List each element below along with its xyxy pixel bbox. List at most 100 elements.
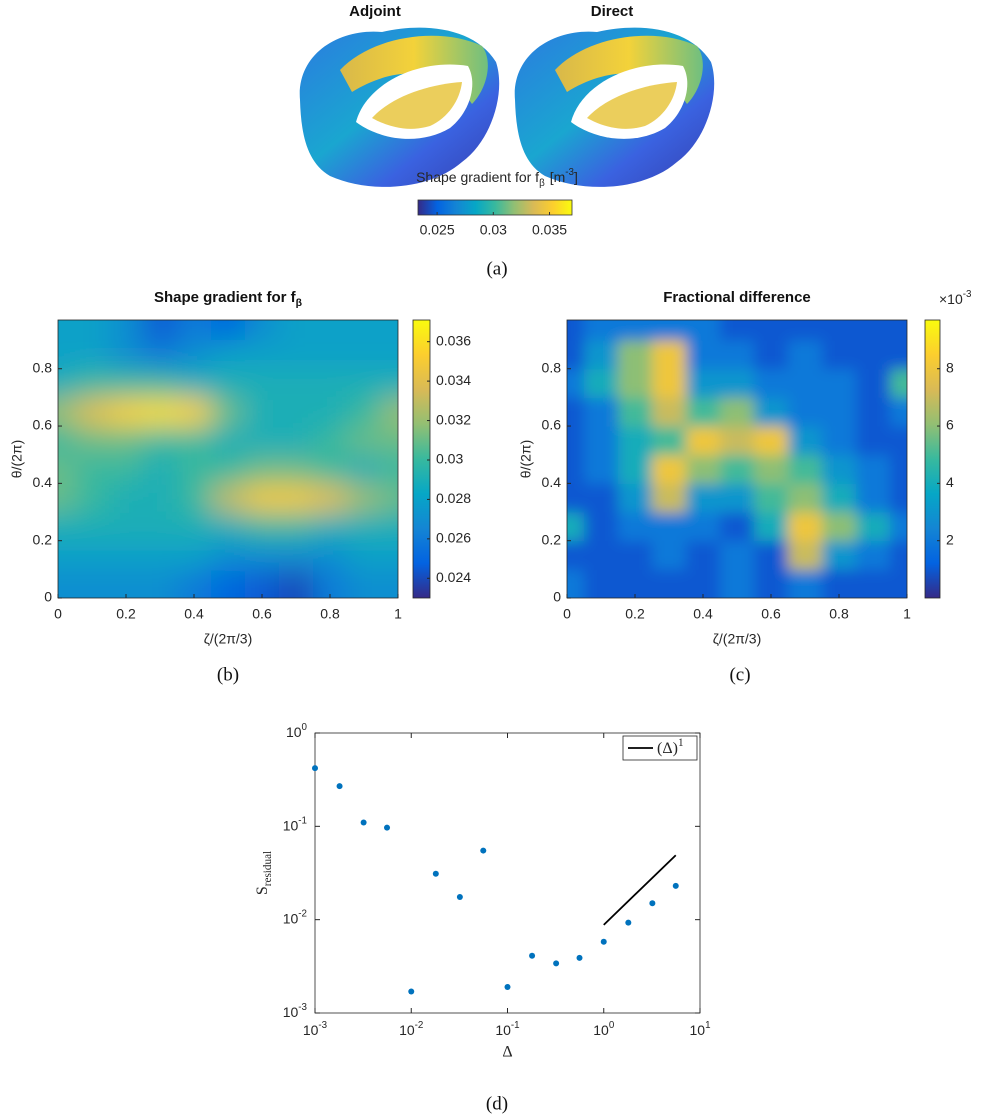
heatmap-cell [584, 397, 619, 427]
heatmap-cell [788, 454, 823, 484]
heatmap-cell [618, 397, 653, 427]
heatmap-cell [109, 569, 144, 598]
render-title: Direct [591, 3, 634, 20]
heatmap-cell [177, 569, 212, 598]
y-tick-label: 0.2 [33, 531, 53, 547]
data-point [600, 938, 607, 945]
heatmap-cell [109, 454, 144, 484]
heatmap-cell [109, 397, 144, 427]
text-part: Fractional difference [663, 289, 811, 306]
heatmap-cell [686, 340, 721, 370]
heatmap-cell [143, 454, 178, 484]
heatmap-cell [347, 426, 382, 456]
heatmap-cell [75, 540, 110, 570]
heatmap-cell [754, 569, 789, 598]
heatmap-cell [211, 397, 246, 427]
heatmap-cell [143, 397, 178, 427]
heatmap-cell [890, 397, 907, 427]
axes-box [314, 732, 701, 1014]
y-axis-label: θ/(2π) [9, 440, 25, 478]
heatmap-cell [856, 340, 891, 370]
colorbar-tick-label: 0.026 [436, 530, 471, 546]
heatmap-cells [58, 320, 398, 598]
colorbar-tick-label: 0.024 [436, 569, 471, 585]
heatmap-cell [381, 512, 398, 542]
text-part: ×10 [939, 291, 963, 307]
heatmap-cell [890, 426, 907, 456]
heatmap-cell [75, 483, 110, 513]
data-point [480, 847, 487, 854]
y-tick-label: 100 [286, 722, 308, 740]
heatmap-cell [754, 320, 789, 341]
text-part: 10 [283, 817, 299, 833]
data-point [649, 900, 656, 907]
heatmap-cell [856, 320, 891, 341]
panel-caption: (d) [486, 1093, 508, 1114]
heatmap-cell [109, 540, 144, 570]
text-part: -3 [565, 167, 574, 178]
heatmap-cell [856, 454, 891, 484]
x-tick-label: 0.2 [116, 606, 136, 622]
heatmap-cell [381, 569, 398, 598]
text-part: -2 [298, 908, 307, 919]
heatmap-cell [109, 340, 144, 370]
data-point [576, 954, 583, 961]
heatmap-cell [754, 340, 789, 370]
heatmap-cell [890, 512, 907, 542]
heatmap-cell [567, 483, 585, 513]
text-part: 10 [495, 1022, 511, 1038]
heatmap-cell [313, 483, 348, 513]
data-point [529, 952, 536, 959]
heatmap-cell [177, 320, 212, 341]
heatmap-cell [381, 540, 398, 570]
data-point [553, 960, 560, 967]
heatmap-cell [652, 569, 687, 598]
heatmap-cell [567, 454, 585, 484]
heatmap-cell [618, 483, 653, 513]
x-axis-label: ζ/(2π/3) [713, 631, 762, 647]
heatmap-cell [754, 512, 789, 542]
heatmap-cell [279, 569, 314, 598]
heatmap-area [58, 320, 398, 598]
text-part: 10 [689, 1022, 705, 1038]
heatmap-cell [245, 569, 280, 598]
heatmap-cell [279, 483, 314, 513]
y-tick-label: 10-1 [283, 815, 307, 833]
colorbar-tick-label: 0.036 [436, 332, 471, 348]
heatmap-cell [381, 454, 398, 484]
colorbar-tick-label: 0.03 [480, 222, 507, 238]
text-part: 0 [302, 722, 308, 733]
heatmap-cell [211, 569, 246, 598]
heatmap-cell [245, 540, 280, 570]
heatmap-cell [890, 483, 907, 513]
heatmap-cell [177, 368, 212, 398]
heatmap-cell [652, 426, 687, 456]
heatmap-cell [686, 512, 721, 542]
y-tick-label: 0 [44, 589, 52, 605]
heatmap-cell [788, 540, 823, 570]
heatmap-cell [381, 426, 398, 456]
heatmap-cell [567, 540, 585, 570]
heatmap-cell [143, 340, 178, 370]
colorbar-tick-label: 6 [946, 417, 954, 433]
heatmap-cell [347, 340, 382, 370]
heatmap-cell [313, 426, 348, 456]
y-axis-label: θ/(2π) [518, 440, 534, 478]
heatmap-cell [313, 368, 348, 398]
heatmap-cell [584, 340, 619, 370]
y-tick-label: 0.6 [33, 417, 53, 433]
text-part: -1 [511, 1020, 520, 1031]
text-part: 0 [609, 1020, 615, 1031]
heatmap-cell [177, 483, 212, 513]
heatmap-cell [618, 454, 653, 484]
heatmap-cell [381, 340, 398, 370]
heatmap-cell [788, 320, 823, 341]
heatmap-cell [211, 454, 246, 484]
heatmap-cell [279, 540, 314, 570]
text-part: 10 [593, 1022, 609, 1038]
panel-caption: (a) [486, 258, 507, 279]
heatmap-cell [381, 397, 398, 427]
text-part: (Δ) [657, 740, 678, 757]
heatmap-cell [279, 340, 314, 370]
x-tick-label: 10-1 [495, 1020, 519, 1038]
